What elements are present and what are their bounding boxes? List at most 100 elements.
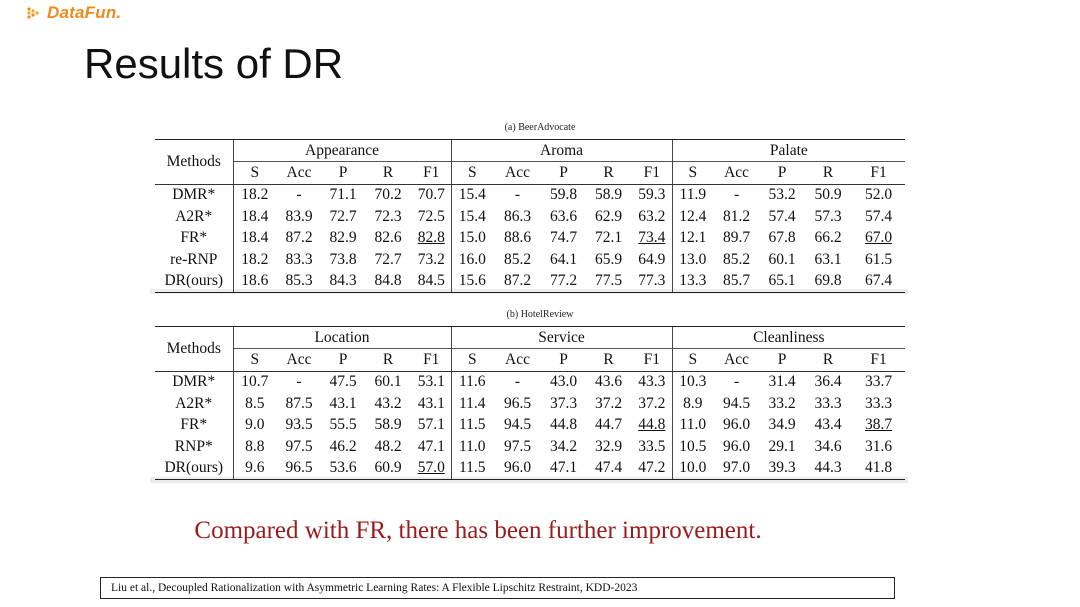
table-cell: 15.6	[450, 270, 494, 293]
table-cell: 36.4	[814, 373, 842, 391]
table-cell: 37.3	[549, 394, 578, 412]
methods-header: Methods	[155, 326, 233, 372]
method-name: A2R*	[175, 207, 213, 225]
table-cell: 72.1	[594, 229, 623, 247]
method-name: RNP*	[174, 437, 213, 455]
column-header: S	[450, 348, 493, 372]
table-cell: 57.0	[412, 457, 451, 480]
group-header-row: Methods Appearance Aroma Palate	[155, 138, 906, 185]
table-cell: 33.3	[814, 394, 842, 412]
table-cell: 11.4	[450, 393, 493, 415]
table-cell: 87.2	[285, 229, 313, 247]
table-row: FR* 9.0 93.5 55.5 58.9 57.1 11.5 94.5 44.8 44.7 44…	[155, 414, 905, 436]
table-cell: 77.5	[585, 270, 633, 293]
table-cell: 59.8	[549, 186, 578, 204]
table-b-caption: (b) HotelReview	[506, 309, 574, 320]
column-header: P	[322, 161, 364, 185]
table-cell: 65.9	[594, 250, 623, 268]
column-header: R	[804, 161, 853, 185]
table-cell: 44.3	[804, 457, 853, 480]
column-header: P	[542, 348, 585, 372]
column-header: F1	[632, 161, 673, 185]
table-cell: 37.2	[638, 394, 666, 412]
table-cell: 97.5	[503, 437, 532, 455]
group-header: Appearance	[232, 138, 452, 162]
table-cell: 84.8	[364, 270, 412, 293]
table-cell: 38.7	[865, 416, 893, 434]
table-cell: 33.3	[865, 394, 893, 412]
table-cell: 53.2	[768, 186, 796, 204]
table-cell: 59.3	[638, 186, 666, 204]
table-row: DR(ours) 18.6 85.3 84.3 84.8 84.5 15.6 87.2 77.2…	[155, 270, 906, 293]
table-cell: 72.3	[374, 207, 402, 225]
table-cell: 33.7	[865, 373, 893, 391]
table-cell: 12.4	[671, 206, 714, 228]
table-cell: 64.9	[638, 250, 666, 268]
table-cell: 15.4	[450, 206, 494, 228]
column-header: R	[364, 161, 412, 185]
column-header: R	[585, 348, 632, 372]
column-header: P	[322, 348, 364, 372]
table-cell: 47.1	[417, 437, 445, 455]
table-cell: 87.2	[493, 270, 543, 293]
table-cell: -	[514, 373, 521, 391]
column-header: Acc	[493, 161, 543, 185]
table-cell: 53.1	[417, 373, 445, 391]
table-cell: 9.0	[232, 414, 276, 436]
table-cell: 43.1	[417, 394, 445, 412]
column-header-row: S Acc P R F1 S Acc P R F1 S Acc P R F1	[155, 348, 906, 372]
method-name: DMR*	[172, 373, 216, 391]
table-cell: 70.7	[417, 186, 445, 204]
table-cell: 72.7	[374, 250, 402, 268]
column-header: Acc	[713, 161, 761, 185]
table-cell: 44.8	[638, 416, 666, 434]
column-header: S	[232, 161, 276, 185]
table-cell: 73.2	[417, 250, 445, 268]
table-cell: 13.0	[671, 248, 714, 271]
table-cell: 10.3	[671, 371, 714, 394]
method-name: A2R*	[175, 394, 213, 412]
method-name: DR(ours)	[155, 457, 233, 480]
table-cell: 63.1	[814, 250, 842, 268]
table-cell: 11.5	[450, 457, 493, 480]
table-cell: 13.3	[671, 270, 714, 293]
table-cell: 64.1	[549, 250, 578, 268]
column-header: F1	[412, 348, 451, 372]
table-cell: 84.5	[412, 270, 452, 293]
table-cell: 86.3	[503, 207, 532, 225]
table-cell: 10.7	[232, 371, 276, 394]
table-cell: 72.7	[329, 207, 357, 225]
table-cell: 47.1	[542, 457, 585, 480]
table-cell: 11.0	[450, 435, 493, 458]
table-cell: 85.2	[503, 250, 532, 268]
table-cell: 96.5	[503, 394, 532, 412]
table-cell: 63.6	[549, 207, 578, 225]
table-cell: 18.4	[232, 227, 276, 249]
table-cell: 96.0	[493, 457, 542, 480]
group-header: Service	[450, 325, 673, 349]
table-cell: 67.0	[865, 229, 893, 247]
table-cell: 57.1	[417, 416, 445, 434]
table-cell: 18.2	[232, 184, 276, 207]
column-header: F1	[632, 348, 673, 372]
column-header: F1	[412, 161, 452, 185]
table-row: DR(ours) 9.6 96.5 53.6 60.9 57.0 11.5 96.0 47.1 4…	[155, 457, 906, 480]
table-cell: 97.0	[713, 457, 761, 480]
column-header: S	[671, 161, 714, 185]
table-cell: 11.0	[671, 414, 714, 436]
table-a: Methods Appearance Aroma Palate S Acc P R F1 S Acc…	[155, 138, 906, 293]
table-cell: -	[733, 186, 740, 204]
methods-header: Methods	[155, 139, 233, 185]
table-cell: 96.5	[276, 457, 322, 480]
table-row: DMR* 18.2 - 71.1 70.2 70.7 15.4 - 59.8 58.9 59.3 11…	[155, 184, 905, 207]
table-cell: 18.2	[232, 248, 276, 271]
method-name: FR*	[180, 416, 208, 434]
table-cell: 48.2	[374, 437, 402, 455]
table-cell: 52.0	[865, 186, 893, 204]
table-cell: 82.8	[417, 229, 445, 247]
group-header: Cleanliness	[671, 325, 906, 349]
column-header: F1	[852, 348, 906, 372]
table-cell: 11.9	[671, 184, 714, 207]
table-cell: 67.4	[852, 270, 906, 293]
method-name: DR(ours)	[155, 270, 233, 293]
